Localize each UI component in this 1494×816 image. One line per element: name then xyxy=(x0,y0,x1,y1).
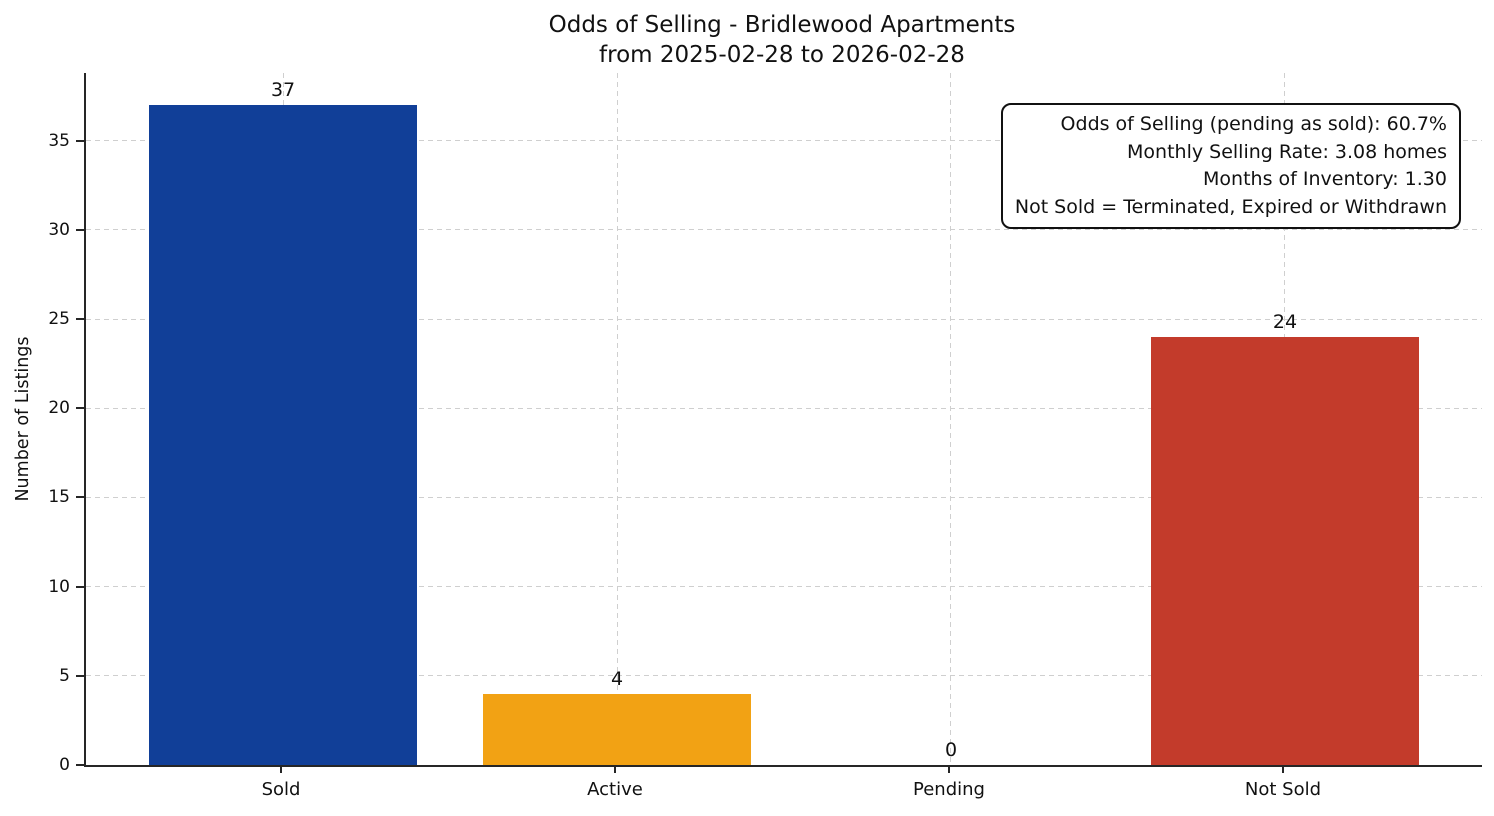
y-tick-label-30: 30 xyxy=(48,219,70,240)
y-tick-label-0: 0 xyxy=(59,755,70,775)
annotation-box: Odds of Selling (pending as sold): 60.7%… xyxy=(1000,103,1461,229)
y-tick-mark-35 xyxy=(76,139,84,142)
x-tick-label-not-sold: Not Sold xyxy=(1244,779,1322,800)
v-gridline-pending xyxy=(950,73,952,765)
y-tick-mark-10 xyxy=(76,585,84,588)
x-tick-mark-active xyxy=(614,765,616,773)
bar-active xyxy=(483,693,751,765)
x-tick-mark-sold xyxy=(280,765,283,773)
y-tick-label-5: 5 xyxy=(59,665,70,686)
h-gridline-5 xyxy=(86,675,1482,677)
bar-value-sold: 37 xyxy=(270,79,296,102)
bar-value-pending: 0 xyxy=(944,739,958,761)
bar-sold xyxy=(149,105,417,765)
y-tick-mark-25 xyxy=(76,318,84,321)
y-tick-label-20: 20 xyxy=(48,398,70,419)
annotation-line-3: Months of Inventory: 1.30 xyxy=(1203,168,1447,190)
chart-title: Odds of Selling - Bridlewood Apartments … xyxy=(84,10,1480,70)
bar-value-active: 4 xyxy=(610,667,624,690)
annotation-line-1: Odds of Selling (pending as sold): 60.7% xyxy=(1060,113,1447,135)
h-gridline-35 xyxy=(86,140,1482,142)
h-gridline-30 xyxy=(86,229,1482,231)
y-tick-mark-20 xyxy=(76,407,84,410)
h-gridline-10 xyxy=(86,586,1482,588)
h-gridline-15 xyxy=(86,496,1482,498)
chart-title-line1: Odds of Selling - Bridlewood Apartments xyxy=(548,12,1016,38)
v-gridline-active xyxy=(616,73,618,765)
x-tick-label-pending: Pending xyxy=(913,779,985,800)
x-tick-label-active: Active xyxy=(587,779,643,800)
x-tick-label-sold: Sold xyxy=(261,779,301,800)
y-tick-mark-5 xyxy=(76,674,84,677)
h-gridline-20 xyxy=(86,407,1482,409)
y-tick-mark-30 xyxy=(76,228,84,231)
y-tick-label-10: 10 xyxy=(48,576,70,597)
plot-area: 37 4 0 24 Odds of Selling (pending as sold)… xyxy=(84,73,1482,767)
x-tick-mark-not-sold xyxy=(1281,765,1284,773)
chart-title-line2: from 2025-02-28 to 2026-02-28 xyxy=(599,42,965,68)
y-tick-mark-15 xyxy=(76,496,84,499)
x-tick-mark-pending xyxy=(947,765,950,773)
annotation-line-2: Monthly Selling Rate: 3.08 homes xyxy=(1127,140,1447,163)
y-tick-label-15: 15 xyxy=(48,487,70,508)
bar-value-not-sold: 24 xyxy=(1272,310,1298,333)
y-tick-label-35: 35 xyxy=(48,130,70,151)
y-tick-label-25: 25 xyxy=(48,309,70,330)
y-tick-mark-0 xyxy=(76,764,84,766)
h-gridline-25 xyxy=(86,318,1482,320)
annotation-line-4: Not Sold = Terminated, Expired or Withdr… xyxy=(1014,195,1447,218)
bar-not-sold xyxy=(1151,336,1419,765)
